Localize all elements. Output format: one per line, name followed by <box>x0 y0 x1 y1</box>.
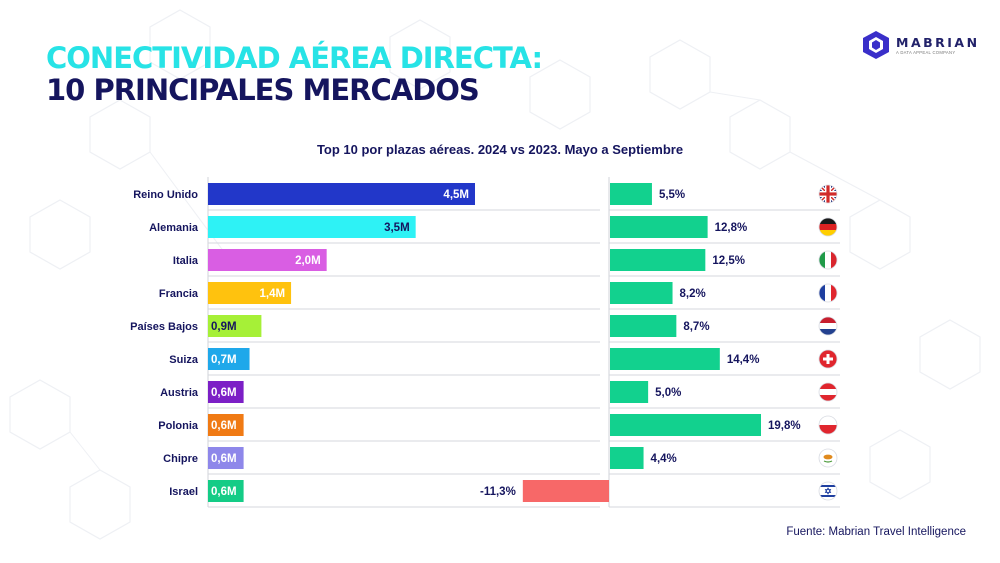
growth-value-label: 8,7% <box>683 321 709 333</box>
seats-bar <box>208 216 416 238</box>
category-label: Reino Unido <box>133 189 198 201</box>
uk-flag-icon <box>818 184 838 204</box>
category-label: Austria <box>160 387 199 399</box>
seats-bar <box>208 249 327 271</box>
hexagon-logo-icon <box>863 31 889 59</box>
france-flag-icon <box>818 283 838 303</box>
growth-value-label: 5,0% <box>655 387 681 399</box>
category-label: Países Bajos <box>130 321 198 333</box>
netherlands-flag-icon <box>818 316 838 336</box>
growth-value-label: 4,4% <box>651 453 677 465</box>
category-label: Italia <box>173 255 199 267</box>
category-label: Polonia <box>158 420 199 432</box>
germany-flag-icon <box>818 217 838 237</box>
source-note: Fuente: Mabrian Travel Intelligence <box>786 526 966 538</box>
growth-value-label: 14,4% <box>727 354 760 366</box>
seats-bar <box>208 183 475 205</box>
title-line-2: 10 PRINCIPALES MERCADOS <box>46 73 480 107</box>
italy-flag-icon <box>818 250 838 270</box>
switzerland-flag-icon <box>818 349 838 369</box>
growth-value-label: -11,3% <box>480 486 516 498</box>
category-label: Israel <box>169 486 198 498</box>
seats-bar <box>208 282 292 304</box>
seats-bar <box>208 447 244 469</box>
growth-bar <box>610 414 761 436</box>
seats-value-label: 0,6M <box>211 387 237 399</box>
seats-value-label: 3,5M <box>384 222 410 234</box>
seats-bar <box>208 480 244 502</box>
page-title: CONECTIVIDAD AÉREA DIRECTA: 10 PRINCIPAL… <box>46 41 543 107</box>
austria-flag-icon <box>818 382 838 402</box>
seats-value-label: 0,6M <box>211 420 237 432</box>
chart-title: Top 10 por plazas aéreas. 2024 vs 2023. … <box>316 142 684 157</box>
growth-value-label: 19,8% <box>768 420 801 432</box>
cyprus-flag-icon <box>818 448 838 468</box>
growth-bar <box>610 348 720 370</box>
seats-value-label: 0,9M <box>211 321 237 333</box>
israel-flag-icon <box>818 481 838 501</box>
growth-bar <box>610 315 677 337</box>
seats-bar <box>208 381 244 403</box>
growth-bar <box>610 282 673 304</box>
growth-bar <box>610 447 644 469</box>
category-label: Alemania <box>149 222 199 234</box>
growth-value-label: 12,8% <box>715 222 748 234</box>
seats-value-label: 4,5M <box>443 189 469 201</box>
seats-value-label: 0,6M <box>211 453 237 465</box>
brand-logo: MABRIAN A DATA APPEAL COMPANY <box>862 30 980 60</box>
growth-value-label: 12,5% <box>712 255 745 267</box>
growth-value-label: 5,5% <box>659 189 685 201</box>
seats-value-label: 0,7M <box>211 354 237 366</box>
title-line-1: CONECTIVIDAD AÉREA DIRECTA: <box>46 41 543 75</box>
logo-tagline: A DATA APPEAL COMPANY <box>896 50 956 55</box>
growth-value-label: 8,2% <box>680 288 706 300</box>
seats-bar <box>208 348 250 370</box>
growth-bar <box>610 249 706 271</box>
seats-bar <box>208 414 244 436</box>
growth-bar-negative <box>522 480 609 502</box>
growth-bar <box>610 183 652 205</box>
seats-value-label: 0,6M <box>211 486 237 498</box>
growth-bar <box>610 216 708 238</box>
category-label: Francia <box>159 288 199 300</box>
growth-bar <box>610 381 649 403</box>
poland-flag-icon <box>818 415 838 435</box>
seats-value-label: 2,0M <box>295 255 321 267</box>
logo-name: MABRIAN <box>896 35 980 50</box>
category-label: Suiza <box>169 354 199 366</box>
seats-value-label: 1,4M <box>259 288 285 300</box>
seats-bar <box>208 315 262 337</box>
category-label: Chipre <box>163 453 198 465</box>
